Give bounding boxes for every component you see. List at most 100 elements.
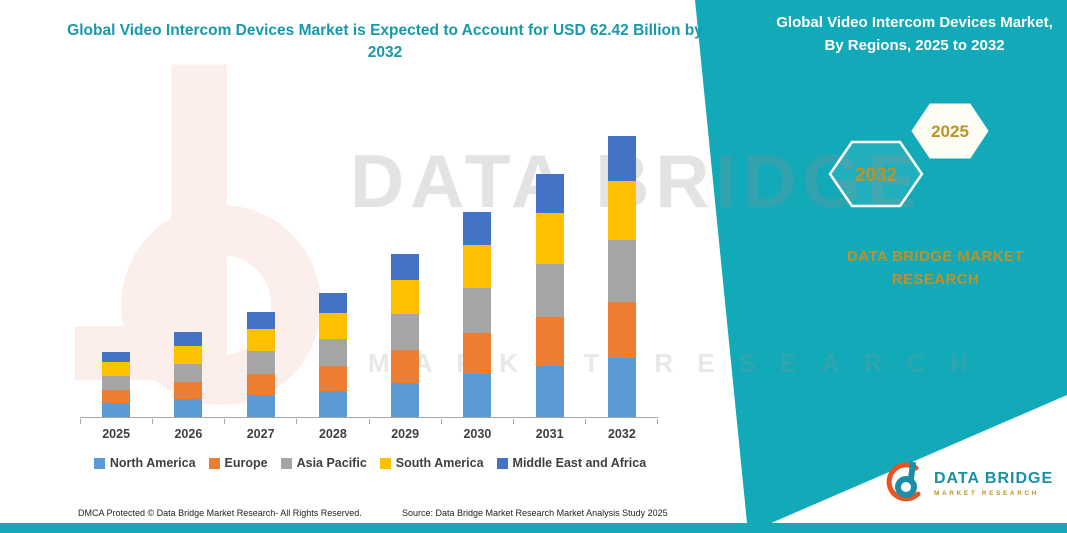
segment-2029-north-america	[391, 383, 420, 417]
bar-2029	[391, 254, 420, 417]
legend-swatch-europe	[208, 457, 220, 469]
segment-2025-south-america	[102, 362, 131, 376]
bar-slot-2031	[514, 120, 586, 417]
bar-slot-2028	[297, 120, 369, 417]
legend-swatch-north-america	[93, 457, 105, 469]
source-note: Source: Data Bridge Market Research Mark…	[402, 508, 668, 518]
axis-tick	[368, 419, 370, 424]
legend-label-north-america: North America	[109, 456, 196, 470]
axis-tick	[296, 419, 298, 424]
segment-2029-south-america	[391, 280, 420, 314]
bar-slot-2026	[152, 120, 224, 417]
bar-slot-2030	[441, 120, 513, 417]
segment-2026-south-america	[174, 346, 203, 364]
segment-2027-asia-pacific	[246, 351, 275, 374]
axis-tick	[512, 419, 514, 424]
legend-item-middle-east-and-africa: Middle East and Africa	[496, 456, 647, 470]
segment-2027-south-america	[246, 329, 275, 351]
bar-slot-2027	[225, 120, 297, 417]
bar-2027	[246, 312, 275, 417]
bar-2025	[102, 352, 131, 417]
segment-2032-middle-east-and-africa	[607, 136, 636, 181]
segment-2029-middle-east-and-africa	[391, 254, 420, 280]
axis-tick	[80, 419, 81, 424]
logo-text: DATA BRIDGE MARKET RESEARCH	[934, 470, 1053, 497]
hexagon-2025: 2025	[911, 103, 989, 159]
segment-2032-south-america	[607, 181, 636, 240]
hexagon-2032: 2032	[828, 140, 924, 208]
bar-2026	[174, 332, 203, 417]
logo-subtitle: MARKET RESEARCH	[934, 489, 1040, 497]
segment-2030-north-america	[463, 374, 492, 417]
segment-2026-europe	[174, 382, 203, 399]
right-panel-title: Global Video Intercom Devices Market, By…	[776, 14, 1053, 54]
x-axis-ticks	[80, 419, 658, 424]
segment-2031-middle-east-and-africa	[535, 174, 564, 213]
segment-2025-europe	[102, 390, 131, 403]
x-axis-label-2025: 2025	[102, 427, 131, 441]
x-axis-label-2031: 2031	[535, 427, 564, 441]
bar-slot-2029	[369, 120, 441, 417]
brand-text: DATA BRIDGE MARKET RESEARCH	[847, 248, 1024, 288]
segment-2030-europe	[463, 333, 492, 374]
x-axis-label-2026: 2026	[174, 427, 203, 441]
x-axis-label-2027: 2027	[246, 427, 275, 441]
segment-2030-south-america	[463, 245, 492, 288]
x-axis-labels: 2025 2026 2027 2028 2029 2030 2031 2032	[80, 427, 658, 441]
bar-chart	[80, 120, 658, 418]
legend-label-middle-east-and-africa: Middle East and Africa	[512, 456, 647, 470]
axis-tick	[584, 419, 586, 424]
segment-2030-middle-east-and-africa	[463, 212, 492, 245]
hexagon-2025-label: 2025	[931, 122, 969, 141]
segment-2032-north-america	[607, 358, 636, 417]
segment-2028-north-america	[318, 391, 347, 417]
legend-item-europe: Europe	[208, 456, 268, 470]
bar-2031	[535, 174, 564, 417]
bar-2032	[607, 136, 636, 417]
segment-2031-asia-pacific	[535, 264, 564, 317]
bar-2028	[318, 293, 347, 417]
segment-2026-north-america	[174, 399, 203, 417]
segment-2029-europe	[391, 350, 420, 383]
legend-item-north-america: North America	[93, 456, 196, 470]
bar-slot-2025	[80, 120, 152, 417]
data-bridge-logo-icon	[886, 461, 921, 502]
segment-2027-north-america	[246, 395, 275, 417]
segment-2032-asia-pacific	[607, 240, 636, 302]
dmca-notice: DMCA Protected © Data Bridge Market Rese…	[78, 508, 362, 518]
legend: North America Europe Asia Pacific South Ame…	[70, 456, 670, 470]
x-axis-label-2032: 2032	[607, 427, 636, 441]
legend-label-south-america: South America	[395, 456, 484, 470]
x-axis-label-2029: 2029	[391, 427, 420, 441]
segment-2028-asia-pacific	[318, 339, 347, 366]
segment-2028-south-america	[318, 313, 347, 339]
bar-slot-2032	[586, 120, 658, 417]
segment-2026-middle-east-and-africa	[174, 332, 203, 346]
segment-2028-europe	[318, 366, 347, 391]
segment-2030-asia-pacific	[463, 288, 492, 333]
legend-item-asia-pacific: Asia Pacific	[280, 456, 367, 470]
chart-title: Global Video Intercom Devices Market is …	[67, 22, 703, 62]
legend-swatch-asia-pacific	[280, 457, 292, 469]
legend-label-asia-pacific: Asia Pacific	[296, 456, 367, 470]
legend-label-europe: Europe	[224, 456, 268, 470]
segment-2031-north-america	[535, 366, 564, 417]
legend-item-south-america: South America	[379, 456, 484, 470]
segment-2026-asia-pacific	[174, 364, 203, 382]
segment-2027-middle-east-and-africa	[246, 312, 275, 329]
segment-2028-middle-east-and-africa	[318, 293, 347, 313]
axis-tick	[224, 419, 226, 424]
logo-name: DATA BRIDGE	[934, 469, 1054, 487]
segment-2031-south-america	[535, 213, 564, 264]
segment-2027-europe	[246, 374, 275, 395]
legend-swatch-middle-east-and-africa	[496, 457, 508, 469]
bottom-accent-bar	[0, 523, 1067, 533]
x-axis-label-2028: 2028	[318, 427, 347, 441]
segment-2032-europe	[607, 302, 636, 358]
x-axis-label-2030: 2030	[463, 427, 492, 441]
segment-2029-asia-pacific	[391, 314, 420, 350]
segment-2025-asia-pacific	[102, 376, 131, 390]
axis-tick	[657, 419, 658, 424]
legend-swatch-south-america	[379, 457, 391, 469]
segment-2025-north-america	[102, 403, 131, 417]
